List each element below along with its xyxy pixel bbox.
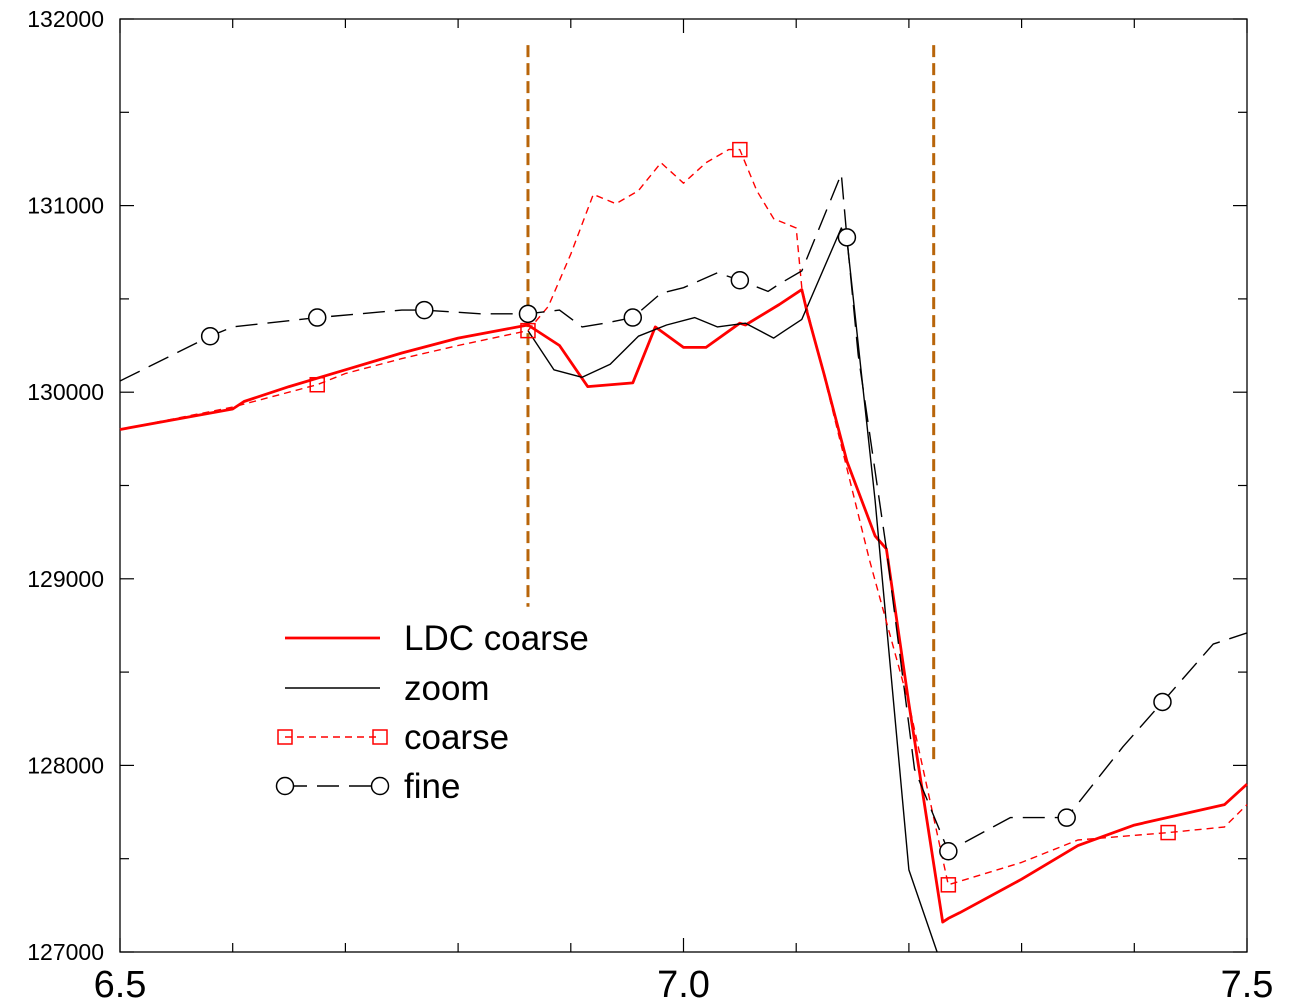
range-markers [526, 45, 936, 760]
plot-area-frame [119, 18, 1248, 953]
series-marker-fine [939, 841, 958, 861]
y-tick-label: 131000 [27, 193, 104, 219]
legend-marker-coarse [277, 729, 293, 745]
axes: 6.5 7.0 7.5 127000 128000 129000 130000 131000 1… [27, 6, 1273, 1006]
y-tick-label: 128000 [27, 752, 104, 778]
series-marker-fine [200, 326, 220, 346]
series-marker-fine [518, 304, 538, 324]
series-marker-coarse [1160, 824, 1176, 841]
y-tick-label: 127000 [27, 939, 104, 965]
series-marker-fine [415, 300, 434, 320]
series-marker-fine [623, 308, 643, 327]
series-line-zoom [527, 227, 938, 953]
series-line-coarse [119, 148, 1248, 886]
series-line-fine [119, 173, 1248, 852]
series-lines [119, 148, 1248, 953]
legend-marker-fine [275, 776, 295, 796]
series-marker-fine [307, 308, 327, 327]
y-tick-label: 130000 [27, 379, 104, 405]
series-marker-fine [837, 228, 857, 247]
legend-label-fine: fine [404, 767, 460, 806]
series-marker-coarse [732, 141, 748, 158]
legend-marker-coarse [372, 729, 388, 745]
legend-label-coarse: coarse [404, 718, 509, 757]
x-tick-label: 6.5 [94, 964, 147, 1006]
series-markers [200, 141, 1176, 893]
y-tick-label: 129000 [27, 566, 104, 592]
series-marker-coarse [940, 877, 957, 893]
x-tick-label: 7.0 [657, 964, 710, 1006]
x-tick-label: 7.5 [1221, 964, 1274, 1006]
y-tick-label: 132000 [27, 6, 104, 32]
series-marker-coarse [309, 376, 325, 393]
series-marker-fine [1057, 808, 1076, 827]
legend-label-zoom: zoom [404, 669, 490, 708]
legend-marker-fine [370, 776, 390, 796]
legend: LDC coarse zoom coarse fine [275, 619, 589, 806]
series-line-ldc-coarse [119, 288, 1248, 924]
series-marker-fine [730, 270, 750, 290]
legend-label-ldc-coarse: LDC coarse [404, 619, 589, 658]
series-marker-fine [1153, 692, 1172, 712]
series-marker-coarse [520, 322, 536, 339]
